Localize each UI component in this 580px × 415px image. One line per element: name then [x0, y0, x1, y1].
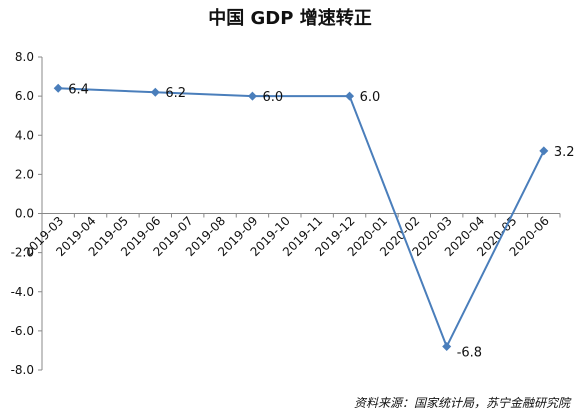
chart-title: 中国 GDP 增速转正 [208, 8, 372, 29]
y-tick-label: 4.0 [15, 128, 34, 142]
data-label: 6.4 [68, 82, 89, 97]
labels-layer: 6.4 6.2 6.0 6.0 -6.8 3.2 [68, 82, 574, 360]
y-tick-label: 6.0 [15, 89, 34, 103]
data-point-marker [150, 87, 160, 97]
data-point-marker [53, 83, 63, 93]
y-tick-label: -2.0 [11, 246, 34, 260]
data-point-marker [539, 146, 549, 156]
data-point-marker [247, 91, 257, 101]
y-tick-label: 2.0 [15, 167, 34, 181]
data-label: 3.2 [554, 145, 575, 160]
data-label: -6.8 [457, 346, 482, 361]
data-label: 6.0 [360, 90, 381, 105]
data-point-marker [442, 342, 452, 352]
y-tick-label: -6.0 [11, 324, 34, 338]
series-line [58, 87, 545, 348]
y-tick-label: 0.0 [15, 207, 34, 221]
y-tick-label: 8.0 [15, 50, 34, 64]
y-tick-label: -8.0 [11, 363, 34, 377]
y-tick-label: -4.0 [11, 285, 34, 299]
axes-layer: 8.06.04.02.00.0-2.0-4.0-6.0-8.02019-0320… [11, 50, 561, 377]
chart-source-note: 资料来源：国家统计局，苏宁金融研究院 [353, 396, 570, 410]
data-label: 6.0 [262, 90, 283, 105]
data-point-marker [345, 91, 355, 101]
data-label: 6.2 [165, 86, 186, 101]
series-layer [53, 83, 549, 352]
